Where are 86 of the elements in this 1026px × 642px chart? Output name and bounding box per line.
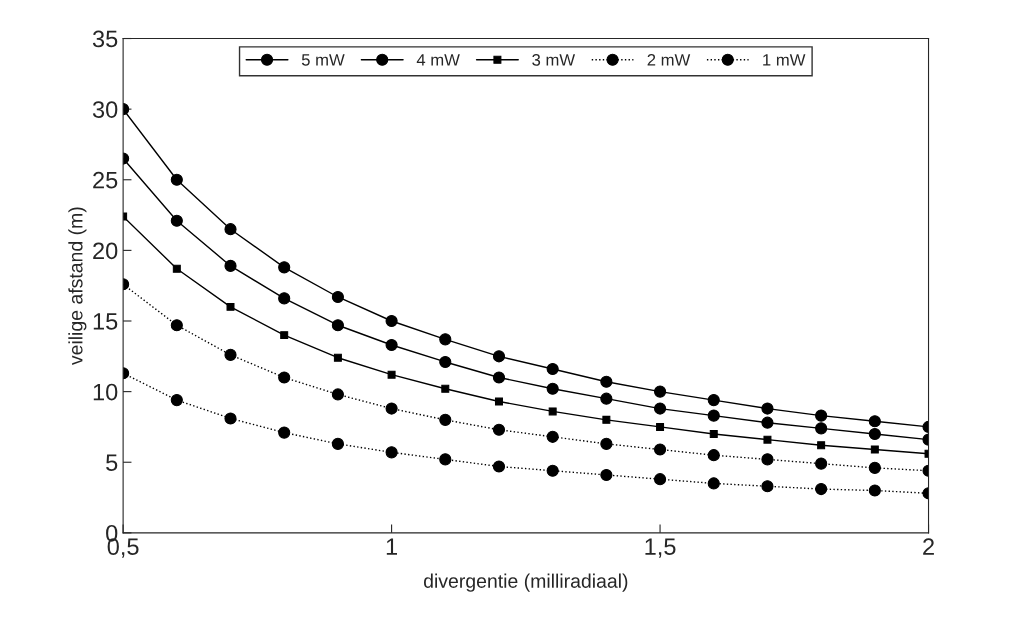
point (761, 453, 774, 466)
point (492, 423, 506, 436)
point (170, 394, 183, 407)
point (761, 416, 774, 429)
point (707, 409, 720, 422)
point (815, 422, 828, 435)
point (761, 402, 774, 415)
point (280, 331, 289, 340)
point (546, 382, 559, 395)
legend-label: 3 mW (532, 53, 576, 66)
point (385, 402, 398, 415)
x-tick-label: 1,5 (645, 538, 676, 558)
y-tick-label: 10 (93, 383, 118, 401)
point (278, 292, 291, 305)
legend-label: 2 mW (647, 53, 691, 66)
point (707, 477, 720, 490)
point (870, 445, 879, 454)
point (868, 415, 881, 428)
point (815, 409, 828, 422)
point (653, 443, 667, 456)
y-tick-label: 5 (106, 454, 118, 472)
point (439, 413, 452, 426)
point (707, 449, 720, 462)
x-axis-title: divergentie (milliradiaal) (423, 573, 628, 592)
point (653, 473, 667, 486)
point (815, 457, 828, 470)
point (331, 290, 344, 304)
point (656, 422, 665, 431)
point (546, 464, 559, 477)
point (546, 362, 559, 376)
point (224, 259, 237, 272)
point (331, 437, 344, 450)
x-tick-label: 1 (386, 538, 397, 555)
point (170, 214, 183, 227)
point (709, 430, 718, 438)
point (331, 319, 344, 332)
point (600, 468, 613, 482)
point (600, 375, 613, 388)
y-axis-title: veilige afstand (m) (68, 207, 87, 366)
point (817, 441, 826, 450)
point (653, 402, 667, 415)
point (439, 453, 452, 466)
legend-label: 1 mW (763, 54, 806, 66)
point (333, 353, 342, 362)
point (441, 384, 450, 393)
legend-label: 5 mW (301, 54, 345, 66)
y-tick-label: 15 (93, 313, 118, 330)
y-tick-label: 30 (92, 101, 118, 118)
point (761, 480, 774, 493)
point (226, 302, 235, 311)
point (224, 223, 237, 236)
point (546, 430, 559, 443)
point (602, 415, 611, 424)
point (387, 370, 396, 379)
point (439, 355, 452, 369)
point (763, 435, 772, 444)
point (278, 261, 291, 274)
point (170, 173, 183, 186)
legend-label: 4 mW (416, 54, 460, 66)
point (492, 371, 506, 384)
y-tick-label: 25 (93, 171, 118, 189)
point (170, 319, 183, 332)
point (278, 426, 291, 439)
point (868, 427, 881, 441)
point (600, 437, 613, 450)
point (224, 412, 237, 425)
point (331, 388, 344, 401)
point (385, 446, 398, 459)
point (815, 483, 828, 496)
point (224, 348, 237, 361)
point (548, 407, 557, 416)
point (600, 392, 613, 405)
point (439, 333, 452, 346)
y-tick-label: 20 (93, 242, 118, 260)
point (278, 371, 291, 384)
x-tick-label: 2 (923, 538, 934, 555)
point (868, 461, 881, 474)
point (868, 484, 881, 497)
point (492, 350, 506, 363)
point (385, 314, 398, 328)
y-tick-label: 35 (92, 30, 118, 48)
point (172, 264, 181, 273)
point (385, 338, 398, 352)
point (653, 385, 667, 398)
point (707, 394, 720, 407)
point (492, 460, 506, 473)
